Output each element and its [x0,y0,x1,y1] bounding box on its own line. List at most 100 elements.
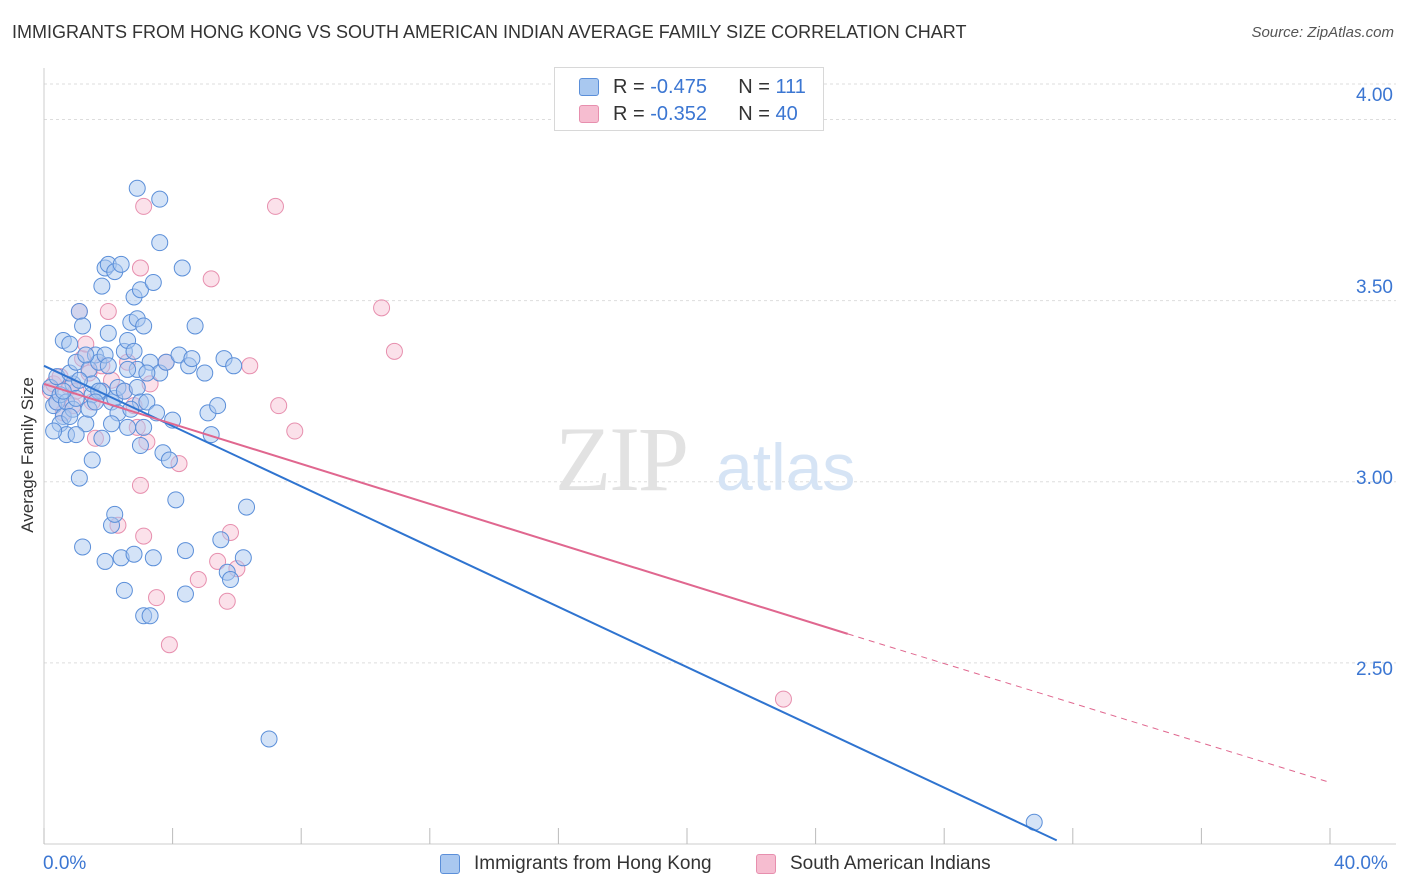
south-american-indians-point [131,259,149,277]
hong-kong-point [103,415,121,433]
x-max-label: 40.0% [1334,853,1388,874]
south-american-indians-trend-extension [847,633,1331,783]
hong-kong-point [83,451,101,469]
legend-n-label: N = [738,75,776,98]
hong-kong-point [167,491,185,509]
south-american-indians-point [148,589,166,607]
legend-n-value: 40 [775,102,798,125]
hong-kong-point [186,317,204,335]
legend-row-south-american-indians: R = -0.352 N = 40 [579,101,798,127]
hong-kong-points [41,179,1043,831]
hong-kong-point [70,469,88,487]
south-american-indians-point [189,571,207,589]
hong-kong-point [135,317,153,335]
hong-kong-point [54,382,72,400]
hong-kong-point [106,505,124,523]
legend-r-label: R = [613,102,651,125]
south-american-indians-point [209,552,227,570]
hong-kong-point [99,324,117,342]
hong-kong-point [221,571,239,589]
hong-kong-point [61,335,79,353]
south-american-indians-point [202,270,220,288]
hong-kong-point [225,357,243,375]
south-american-indians-point [774,690,792,708]
source-note: Source: ZipAtlas.com [1251,24,1394,41]
hong-kong-point [160,451,178,469]
south-american-indians-point [270,397,288,415]
chart-title: IMMIGRANTS FROM HONG KONG VS SOUTH AMERI… [12,22,967,42]
south-american-indians-point [135,197,153,215]
hong-kong-point [112,255,130,273]
hong-kong-point [128,379,146,397]
y-tick-label: 3.00 [1356,468,1393,489]
y-axis-label: Average Family Size [18,377,37,533]
hong-kong-point [61,408,79,426]
pink-swatch-icon [756,854,776,874]
south-american-indians-point [135,527,153,545]
hong-kong-point [260,730,278,748]
bottom-legend-south-american-indians: South American Indians [756,851,991,877]
hong-kong-point [157,353,175,371]
hong-kong-point [128,179,146,197]
south-american-indians-point [266,197,284,215]
south-american-indians-point [99,302,117,320]
watermark-atlas: atlas [716,430,855,504]
hong-kong-point [74,538,92,556]
hong-kong-point [115,581,133,599]
hong-kong-point [176,542,194,560]
hong-kong-point [176,585,194,603]
trend-lines [43,364,1331,842]
south-american-indians-point [160,636,178,654]
south-american-indians-point [373,299,391,317]
hong-kong-point [74,317,92,335]
hong-kong-point [212,531,230,549]
hong-kong-point [125,342,143,360]
south-american-indians-point [131,476,149,494]
hong-kong-point [96,552,114,570]
hong-kong-point [138,364,156,382]
bottom-legend-label: South American Indians [790,853,991,874]
hong-kong-point [238,498,256,516]
hong-kong-point [144,273,162,291]
x-min-label: 0.0% [43,853,87,874]
y-tick-label: 3.50 [1356,277,1393,298]
axes [43,68,1396,845]
hong-kong-point [234,549,252,567]
hong-kong-point [77,346,95,364]
hong-kong-point [173,259,191,277]
correlation-legend: R = -0.475 N = 111 R = -0.352 N = 40 [554,67,824,131]
watermark: ZIP atlas [555,408,855,510]
hong-kong-point [131,281,149,299]
hong-kong-point [125,545,143,563]
legend-r-value: -0.475 [650,75,707,98]
south-american-indians-point [286,422,304,440]
hong-kong-point [138,393,156,411]
hong-kong-point [151,234,169,252]
watermark-zip: ZIP [555,408,687,510]
hong-kong-point [151,190,169,208]
y-tick-label: 4.00 [1356,85,1393,106]
legend-n-label: N = [738,102,776,125]
bottom-legend-label: Immigrants from Hong Kong [474,853,712,874]
hong-kong-point [209,397,227,415]
legend-r-label: R = [613,75,651,98]
south-american-indians-point [241,357,259,375]
legend-row-hong-kong: R = -0.475 N = 111 [579,74,806,100]
hong-kong-trend-line [43,364,1058,842]
hong-kong-point [131,437,149,455]
hong-kong-point [70,302,88,320]
hong-kong-point [196,364,214,382]
hong-kong-point [141,607,159,625]
bottom-legend-hong-kong: Immigrants from Hong Kong [440,851,712,877]
legend-n-value: 111 [775,75,806,98]
hong-kong-point [135,418,153,436]
south-american-indians-point [218,592,236,610]
hong-kong-point [183,350,201,368]
y-tick-label: 2.50 [1356,659,1393,680]
hong-kong-point [119,360,137,378]
hong-kong-point [67,426,85,444]
pink-swatch-icon [579,105,599,123]
hong-kong-point [99,357,117,375]
hong-kong-point [119,418,137,436]
